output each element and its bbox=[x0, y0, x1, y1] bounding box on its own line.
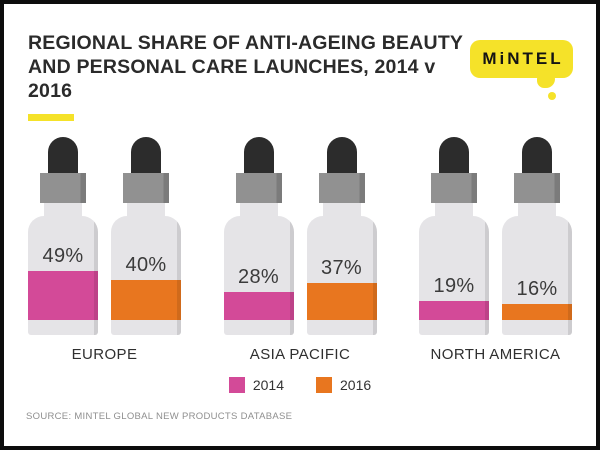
page-title-line-1: REGIONAL SHARE OF ANTI-AGEING BEAUTY bbox=[28, 32, 464, 54]
bottle-cap bbox=[123, 173, 169, 203]
header: REGIONAL SHARE OF ANTI-AGEING BEAUTY AND… bbox=[28, 32, 576, 122]
bottle-group-europe: 49% 40% EUROPE bbox=[28, 137, 181, 363]
legend-item-2016: 2016 bbox=[316, 377, 371, 393]
bottle-2014-europe: 49% bbox=[28, 137, 98, 335]
legend-label-2014: 2014 bbox=[252, 377, 284, 393]
bottle-body: 16% bbox=[502, 216, 572, 335]
bottle-pair-europe: 49% 40% bbox=[28, 137, 181, 335]
bottle-cap bbox=[235, 173, 282, 203]
bottle-body: 37% bbox=[306, 216, 377, 335]
fill-level-2016 bbox=[111, 280, 181, 320]
category-label-asia-pacific: ASIA PACIFIC bbox=[249, 346, 351, 363]
value-label: 37% bbox=[321, 257, 362, 279]
bottle-neck bbox=[44, 203, 82, 216]
bottle-pair-asia-pacific: 28% 37% bbox=[223, 137, 377, 335]
bottle-group-asia-pacific: 28% 37% ASIA PACIFIC bbox=[223, 137, 377, 363]
bottle-neck bbox=[435, 203, 473, 216]
bottle-cap bbox=[514, 173, 560, 203]
title-accent-dash bbox=[28, 114, 74, 122]
value-label: 49% bbox=[42, 245, 84, 267]
bottle-body: 49% bbox=[28, 216, 98, 335]
bottle-cap bbox=[318, 173, 365, 203]
bottle-cap bbox=[431, 173, 477, 203]
mintel-logo: MiNTEL bbox=[470, 40, 576, 112]
bottle-2016-asia-pacific: 37% bbox=[306, 137, 377, 335]
fill-level-2014 bbox=[419, 301, 489, 320]
page-title-line-2: AND PERSONAL CARE LAUNCHES, 2014 v 2016 bbox=[28, 55, 436, 102]
bottle-2016-europe: 40% bbox=[111, 137, 181, 335]
bottle-neck bbox=[518, 203, 556, 216]
logo-drip-dot-icon bbox=[548, 92, 556, 100]
category-label-north-america: NORTH AMERICA bbox=[430, 346, 561, 363]
bottle-pair-north-america: 19% 16% bbox=[419, 137, 572, 335]
chart-area: 49% 40% EUROPE 28% 37% ASIA PACIFIC 19% 16% NORT… bbox=[28, 137, 572, 363]
value-label: 28% bbox=[238, 266, 279, 288]
bottle-body: 40% bbox=[111, 216, 181, 335]
value-label: 19% bbox=[433, 275, 475, 297]
fill-level-2014 bbox=[223, 292, 294, 320]
legend-swatch-2016 bbox=[316, 377, 332, 393]
fill-level-2016 bbox=[306, 283, 377, 320]
fill-level-2016 bbox=[502, 304, 572, 320]
mintel-logo-bubble: MiNTEL bbox=[470, 40, 573, 78]
bottle-2016-north-america: 16% bbox=[502, 137, 572, 335]
value-label: 16% bbox=[516, 278, 558, 300]
title-block: REGIONAL SHARE OF ANTI-AGEING BEAUTY AND… bbox=[28, 32, 468, 122]
bottle-body: 28% bbox=[223, 216, 294, 335]
logo-drip-icon bbox=[537, 70, 555, 88]
bottle-body: 19% bbox=[419, 216, 489, 335]
bottle-2014-asia-pacific: 28% bbox=[223, 137, 294, 335]
bottle-group-north-america: 19% 16% NORTH AMERICA bbox=[419, 137, 572, 363]
legend-label-2016: 2016 bbox=[340, 377, 372, 393]
source-note: SOURCE: MINTEL GLOBAL NEW PRODUCTS DATAB… bbox=[26, 411, 293, 422]
legend-swatch-2014 bbox=[228, 377, 245, 393]
bottle-2014-north-america: 19% bbox=[419, 137, 489, 335]
legend-item-2014: 2014 bbox=[228, 377, 284, 393]
bottle-neck bbox=[127, 203, 165, 216]
bottle-neck bbox=[322, 203, 361, 216]
fill-level-2014 bbox=[28, 271, 98, 320]
value-label: 40% bbox=[125, 254, 167, 276]
bottle-neck bbox=[239, 203, 278, 216]
category-label-europe: EUROPE bbox=[71, 346, 138, 363]
bottle-cap bbox=[40, 173, 86, 203]
chart-legend: 2014 2016 bbox=[4, 377, 596, 393]
